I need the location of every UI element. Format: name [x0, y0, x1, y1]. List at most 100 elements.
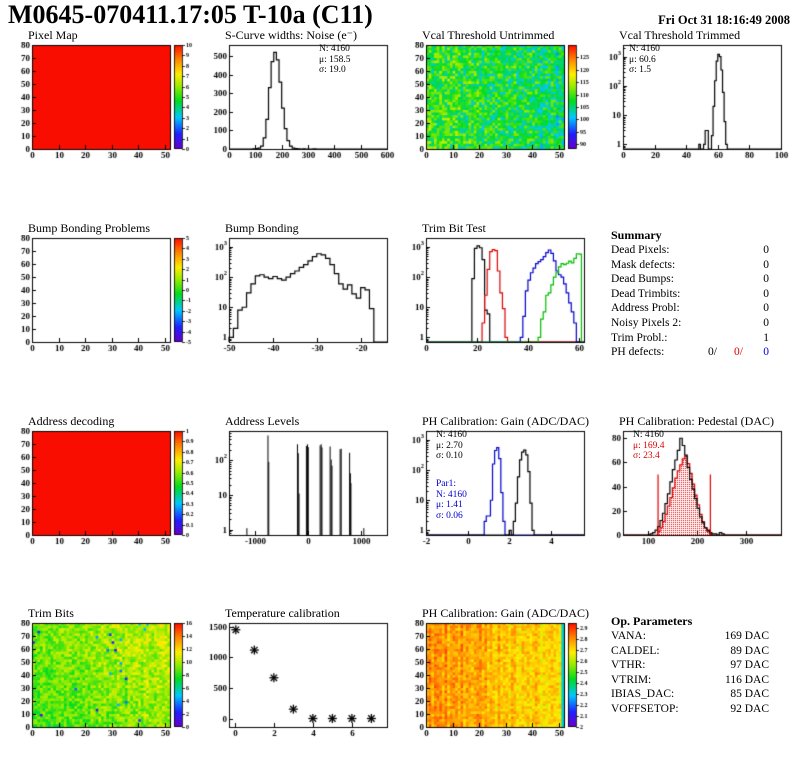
ph-defects-value: 0/: [734, 346, 743, 359]
ph-defects-value: 0: [763, 346, 769, 359]
trim-bit-test-canvas: [400, 235, 592, 355]
op-parameter-row-label: VTHR:: [611, 659, 646, 672]
ph-gain-map-canvas: [400, 620, 592, 740]
stats-line: σ: 0.06: [436, 510, 463, 521]
stats-box: N: 4160 μ: 60.6 σ: 1.5: [629, 44, 660, 76]
plot-temperature-calibration: Temperature calibration: [203, 607, 395, 741]
plot-pixel-map: Pixel Map: [6, 29, 198, 163]
address-levels-canvas: [203, 428, 395, 548]
ph-defects-label: PH defects:: [611, 346, 665, 359]
summary-row-label: Mask defects:: [611, 258, 676, 271]
bump-problems-canvas: [6, 235, 198, 355]
ph-pedestal-canvas: [597, 428, 789, 548]
summary-row-ph-defects: PH defects: 0/0/0: [611, 345, 769, 360]
op-parameter-row-label: VANA:: [611, 630, 646, 642]
summary-block: Summary Dead Pixels: 0 Mask defects: 0 Dead …: [597, 228, 789, 360]
plot-title: Bump Bonding Problems: [28, 221, 151, 235]
stats-line: σ: 0.10: [436, 451, 463, 461]
op-parameter-row-value: 85 DAC: [730, 688, 769, 701]
stats-line: N: 4160: [319, 44, 350, 54]
summary-row-value: 1: [763, 331, 769, 344]
summary-row-value: 0: [763, 287, 769, 300]
summary-row-label: Dead Trimbits:: [611, 287, 681, 300]
op-parameters-block: Op. Parameters VANA: 169 DAC CALDEL: 89 DAC…: [597, 614, 789, 717]
stats-box: N: 4160 μ: 158.5 σ: 19.0: [319, 44, 350, 76]
plot-scurve-noise: S-Curve widths: Noise (e⁻) N: 4160 μ: 158…: [203, 29, 395, 163]
op-parameter-row-label: VOFFSETOP:: [611, 702, 679, 715]
summary-row: Noisy Pixels 2: 0: [611, 316, 769, 331]
summary-row-value: 0: [763, 258, 769, 271]
plot-title: S-Curve widths: Noise (e⁻): [225, 28, 357, 42]
stats-line: N: 4160: [633, 430, 664, 440]
plot-title: Vcal Threshold Trimmed: [619, 28, 741, 42]
stats-line: Par1:: [436, 479, 457, 489]
ph-defects-value: 0/: [708, 346, 717, 359]
summary-row: Address Probl: 0: [611, 301, 769, 316]
summary-row-label: Address Probl:: [611, 302, 680, 315]
pixel-map-canvas: [6, 42, 198, 162]
plot-vcal-threshold-untrimmed: Vcal Threshold Untrimmed: [400, 29, 592, 163]
summary-row: Trim Probl.: 1: [611, 331, 769, 346]
stats-line: σ: 1.5: [629, 65, 652, 75]
scurve-noise-canvas: [203, 42, 395, 162]
stats-line: N: 4160: [629, 44, 660, 54]
op-parameter-row-label: IBIAS_DAC:: [611, 688, 675, 701]
summary-row-value: 0: [763, 244, 769, 256]
stats-box: Par1: N: 4160 μ: 1.41 σ: 0.06: [436, 479, 467, 521]
plot-bump-bonding: Bump Bonding: [203, 222, 395, 356]
plot-title: PH Calibration: Gain (ADC/DAC): [422, 606, 589, 620]
stats-line: σ: 23.4: [633, 451, 660, 461]
summary-row: Dead Pixels: 0: [611, 243, 769, 258]
stats-line: μ: 169.4: [633, 440, 665, 451]
plot-title: Trim Bits: [28, 606, 74, 620]
summary-row-label: Dead Bumps:: [611, 273, 674, 286]
stats-line: σ: 19.0: [319, 65, 346, 75]
plot-title: PH Calibration: Pedestal (DAC): [619, 414, 774, 428]
bump-bonding-canvas: [203, 235, 395, 355]
plot-bump-bonding-problems: Bump Bonding Problems: [6, 222, 198, 356]
summary-row: Dead Trimbits: 0: [611, 287, 769, 302]
plot-title: Bump Bonding: [225, 221, 299, 235]
plot-title: Pixel Map: [28, 28, 78, 42]
vcal-untrimmed-canvas: [400, 42, 592, 162]
summary-row: Dead Bumps: 0: [611, 272, 769, 287]
address-decoding-canvas: [6, 428, 198, 548]
op-parameter-row: VOFFSETOP: 92 DAC: [611, 702, 769, 717]
summary-row-value: 0: [763, 273, 769, 286]
page-title: M0645-070411.17:05 T-10a (C11): [8, 0, 373, 29]
op-parameter-row: IBIAS_DAC: 85 DAC: [611, 687, 769, 702]
plot-trim-bit-test: Trim Bit Test: [400, 222, 592, 356]
plot-title: PH Calibration: Gain (ADC/DAC): [422, 414, 589, 428]
op-parameters-rows: VANA: 169 DAC CALDEL: 89 DAC VTHR: 97 DAC VTRI…: [611, 629, 789, 717]
stats-box: N: 4160 μ: 169.4 σ: 23.4: [633, 430, 664, 462]
plot-title: Address Levels: [225, 414, 300, 428]
stats-line: μ: 1.41: [436, 500, 463, 510]
stats-line: N: 4160: [436, 430, 467, 440]
op-parameter-row: VANA: 169 DAC: [611, 629, 769, 644]
op-parameters-heading: Op. Parameters: [611, 614, 693, 628]
op-parameter-row-value: 89 DAC: [730, 644, 769, 657]
plot-vcal-threshold-trimmed: Vcal Threshold Trimmed N: 4160 μ: 60.6 σ: …: [597, 29, 789, 163]
stats-box: N: 4160 μ: 2.70 σ: 0.10: [436, 430, 467, 462]
plot-title: Address decoding: [28, 414, 115, 428]
summary-row-value: 0: [763, 302, 769, 315]
op-parameter-row-value: 169 DAC: [724, 630, 769, 642]
temperature-calibration-canvas: [203, 620, 395, 740]
stats-line: μ: 60.6: [629, 54, 656, 65]
plot-title: Vcal Threshold Untrimmed: [422, 28, 555, 42]
stats-line: μ: 158.5: [319, 54, 351, 65]
op-parameter-row: VTRIM: 116 DAC: [611, 673, 769, 688]
summary-heading: Summary: [611, 228, 662, 242]
timestamp: Fri Oct 31 18:16:49 2008: [658, 13, 790, 27]
op-parameter-row: CALDEL: 89 DAC: [611, 644, 769, 659]
plot-title: Temperature calibration: [225, 606, 340, 620]
op-parameter-row: VTHR: 97 DAC: [611, 658, 769, 673]
summary-row-label: Trim Probl.:: [611, 331, 668, 344]
summary-row-label: Noisy Pixels 2:: [611, 316, 682, 329]
plot-ph-gain-hist: PH Calibration: Gain (ADC/DAC) N: 4160 μ:…: [400, 415, 592, 549]
summary-rows: Dead Pixels: 0 Mask defects: 0 Dead Bumps: 0 D…: [611, 243, 789, 360]
vcal-trimmed-canvas: [597, 42, 789, 162]
op-parameter-row-value: 116 DAC: [725, 673, 769, 686]
op-parameter-row-label: CALDEL:: [611, 644, 660, 657]
